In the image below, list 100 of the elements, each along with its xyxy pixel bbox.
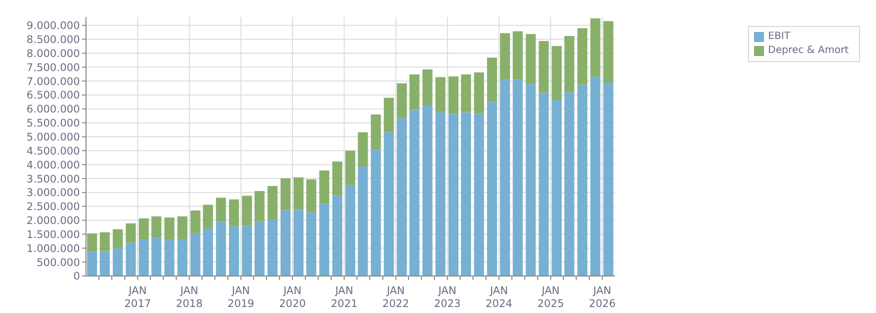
- y-tick-label: 6.500.000: [26, 90, 80, 102]
- x-tick-label: JAN 2019: [228, 285, 254, 310]
- bar: [319, 170, 330, 204]
- bar: [552, 100, 562, 276]
- bar: [332, 162, 342, 196]
- bar: [126, 242, 136, 276]
- bar: [512, 80, 523, 276]
- y-tick-label: 500.000: [36, 256, 80, 269]
- bar: [202, 204, 213, 228]
- y-tick-label: 5.000.000: [26, 131, 80, 144]
- bar: [138, 240, 149, 276]
- bar: [164, 218, 174, 240]
- y-tick-label: 2.000.000: [26, 215, 80, 228]
- bar: [590, 18, 600, 77]
- y-tick-label: 1.500.000: [26, 228, 80, 241]
- bar: [422, 69, 432, 106]
- x-tick-label: JAN 2022: [382, 285, 410, 310]
- x-tick-label: JAN 2023: [434, 285, 461, 310]
- bar: [564, 92, 574, 276]
- legend-label: EBIT: [768, 30, 790, 44]
- bar: [538, 92, 549, 276]
- x-tick-label: JAN 2017: [124, 285, 152, 310]
- bar: [177, 216, 188, 240]
- bar: [538, 40, 549, 93]
- y-tick-label: 7.500.000: [26, 62, 80, 74]
- bar: [280, 210, 291, 276]
- bar: [87, 233, 98, 252]
- bar: [345, 150, 356, 186]
- x-tick-label: JAN 2024: [486, 285, 513, 310]
- bar: [500, 33, 510, 80]
- bar: [370, 150, 381, 276]
- bar: [474, 114, 484, 276]
- y-tick-label: 8.000.000: [26, 48, 80, 60]
- bar: [577, 28, 588, 85]
- x-tick-label: JAN 2018: [176, 285, 203, 310]
- y-tick-label: 4.000.000: [26, 159, 80, 172]
- bar: [100, 251, 110, 276]
- bar: [409, 110, 420, 276]
- bar: [254, 221, 265, 276]
- bar: [435, 77, 446, 112]
- bar: [448, 76, 458, 114]
- bar: [306, 179, 316, 212]
- bar: [228, 199, 239, 226]
- bar: [268, 219, 278, 276]
- x-tick-label: JAN 2025: [537, 285, 564, 310]
- y-tick-label: 7.000.000: [26, 76, 80, 88]
- bar: [100, 232, 110, 252]
- bar: [370, 114, 381, 150]
- bar: [216, 198, 226, 222]
- bar: [384, 98, 394, 132]
- bar: [202, 228, 213, 276]
- bar: [590, 76, 600, 276]
- bar: [396, 118, 407, 276]
- bar: [164, 240, 174, 276]
- bar: [151, 216, 162, 238]
- bar: [461, 112, 472, 276]
- bar: [422, 106, 432, 276]
- bar: [500, 80, 510, 276]
- bar: [254, 191, 265, 222]
- bar: [396, 83, 407, 118]
- bar: [461, 74, 472, 112]
- bar: [126, 223, 136, 243]
- bar: [409, 74, 420, 110]
- x-tick-label: JAN 2021: [330, 285, 358, 310]
- y-tick-label: 5.500.000: [26, 118, 80, 130]
- bar: [177, 240, 188, 276]
- bar: [294, 210, 304, 276]
- y-tick-label: 1.000.000: [26, 242, 80, 255]
- bar: [435, 112, 446, 276]
- bar: [345, 185, 356, 276]
- bar: [138, 218, 149, 240]
- bar: [112, 229, 123, 248]
- y-tick-label: 0: [73, 270, 80, 283]
- bar: [603, 21, 614, 82]
- bar: [242, 226, 252, 276]
- bar: [512, 31, 523, 80]
- bar: [577, 84, 588, 276]
- bar: [242, 196, 252, 226]
- y-tick-label: 9.000.000: [26, 20, 80, 32]
- bar: [294, 177, 304, 210]
- bar: [526, 34, 536, 84]
- bar: [384, 132, 394, 276]
- bar: [552, 46, 562, 100]
- bar: [268, 186, 278, 220]
- bar: [474, 72, 484, 114]
- bar: [190, 233, 200, 276]
- bar: [564, 36, 574, 92]
- bar: [603, 82, 614, 276]
- bar: [306, 212, 316, 276]
- y-tick-label: 8.500.000: [26, 34, 80, 46]
- legend-label: Deprec & Amort: [768, 44, 849, 58]
- x-tick-label: JAN 2020: [279, 285, 306, 310]
- bar: [487, 102, 498, 276]
- y-tick-label: 3.500.000: [26, 173, 80, 186]
- bar: [448, 114, 458, 276]
- bar: [358, 132, 368, 167]
- bar: [151, 238, 162, 276]
- bar: [112, 248, 123, 276]
- bar: [526, 84, 536, 276]
- x-tick-label: JAN 2026: [588, 285, 616, 310]
